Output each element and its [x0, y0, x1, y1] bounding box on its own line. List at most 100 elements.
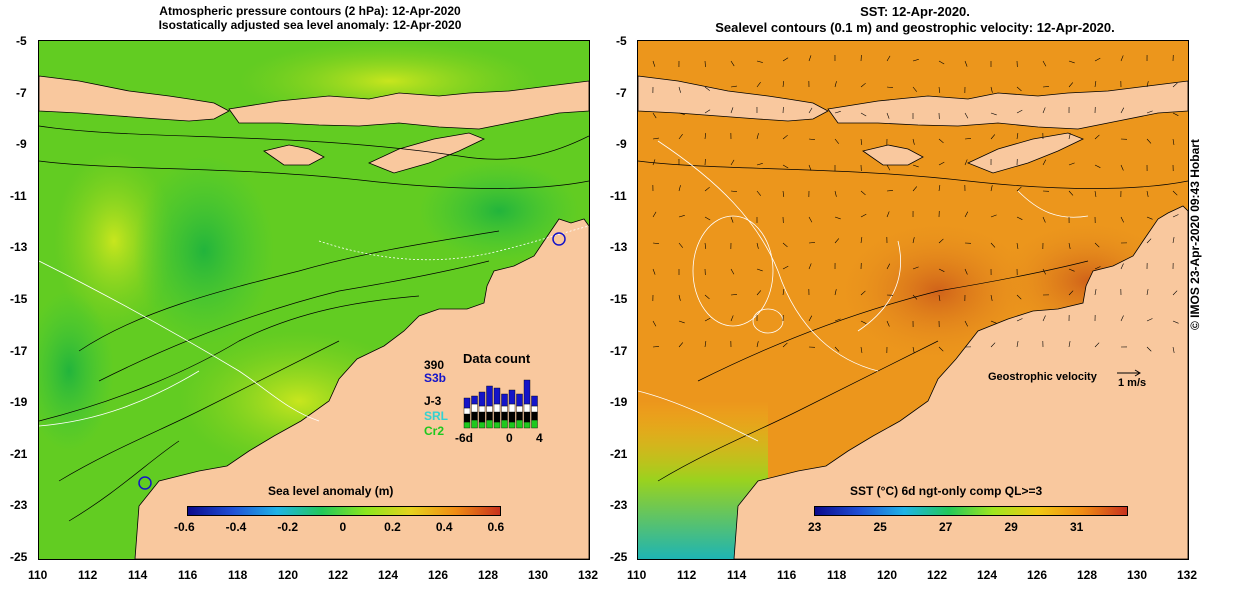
java-island	[39, 75, 230, 122]
sla-low-anomaly-east	[419, 161, 579, 261]
x-tick-label: 132	[578, 568, 599, 582]
velocity-arrow	[782, 265, 789, 270]
data-count-bar	[508, 411, 516, 423]
velocity-arrow	[652, 242, 659, 245]
data-count-bar	[471, 419, 478, 429]
velocity-arrow	[938, 138, 944, 144]
colorbar-tick-label: 27	[939, 520, 953, 534]
velocity-arrow	[808, 315, 813, 322]
velocity-arrow	[1146, 138, 1152, 144]
data-count-bar	[486, 419, 493, 429]
data-count-bar	[471, 395, 478, 405]
velocity-arrow	[1094, 164, 1101, 168]
velocity-arrow	[1016, 216, 1023, 220]
velocity-arrow	[1172, 82, 1178, 88]
velocity-arrow	[704, 109, 711, 114]
y-tick-label: -23	[610, 498, 628, 513]
data-count-bar	[516, 405, 523, 413]
velocity-arrow	[652, 346, 660, 348]
velocity-arrow	[704, 294, 710, 300]
velocity-arrow	[678, 112, 685, 115]
y-tick-label: -15	[10, 292, 28, 306]
sst-colorbar	[814, 506, 1128, 516]
velocity-arrow	[1042, 159, 1047, 166]
satellite-label: J-3	[424, 394, 442, 408]
sla-colorbar	[187, 506, 501, 516]
velocity-arrow	[782, 342, 788, 348]
x-tick-label: 116	[178, 568, 198, 582]
velocity-arrow	[912, 346, 915, 353]
velocity-arrow	[964, 320, 968, 327]
velocity-arrow	[1094, 242, 1100, 248]
sst-map	[637, 40, 1189, 560]
data-count-bar	[508, 403, 516, 413]
velocity-arrow	[1068, 162, 1075, 166]
x-tick-label: 128	[478, 568, 499, 582]
velocity-arrow	[1146, 110, 1153, 114]
velocity-arrow	[860, 190, 866, 196]
left-title-line2: Isostatically adjusted sea level anomaly…	[158, 18, 462, 32]
data-count-bar	[463, 413, 471, 423]
velocity-arrow	[1172, 190, 1178, 196]
velocity-arrow	[756, 341, 759, 348]
velocity-arrow	[938, 60, 945, 65]
data-count-bar	[478, 421, 486, 429]
y-tick-label: -25	[610, 550, 628, 564]
y-tick-label: -17	[610, 343, 628, 358]
x-tick-label: 120	[877, 568, 898, 582]
velocity-arrow	[834, 318, 841, 322]
velocity-arrow	[912, 186, 918, 192]
y-tick-label: -13	[10, 240, 28, 255]
x-tick-label: 122	[927, 568, 948, 582]
data-count-max: 390	[424, 358, 445, 372]
x-tick-label: 110	[627, 568, 647, 582]
x-tick-label: 130	[528, 568, 549, 582]
velocity-arrow	[652, 268, 656, 275]
velocity-arrow	[1094, 190, 1097, 197]
colorbar-tick-label: 29	[1004, 520, 1018, 534]
velocity-arrow	[756, 242, 759, 249]
velocity-arrow	[1172, 112, 1179, 116]
velocity-arrow	[1068, 133, 1071, 140]
velocity-arrow	[1120, 164, 1124, 171]
velocity-arrow	[964, 112, 969, 119]
velocity-arrow	[990, 294, 993, 301]
velocity-arrow	[1068, 60, 1075, 64]
colorbar-tick-label: 0.6	[487, 520, 505, 534]
velocity-arrow	[1094, 81, 1097, 88]
data-count-bar	[463, 421, 471, 429]
velocity-arrow	[782, 57, 789, 62]
marker-circle-ne	[552, 232, 566, 246]
velocity-arrow	[730, 190, 737, 193]
data-count-bar	[516, 393, 523, 407]
right-title-line1: SST: 12-Apr-2020.	[860, 4, 970, 19]
sumba-island	[263, 144, 325, 166]
x-tick-label: 118	[827, 568, 847, 582]
velocity-arrow	[1120, 315, 1124, 322]
velocity-arrow	[1120, 107, 1125, 114]
colorbar-tick-label: 0	[339, 520, 347, 534]
x-tick-label: 128	[1077, 568, 1098, 582]
data-count-bar	[463, 397, 471, 409]
velocity-arrow	[1172, 237, 1175, 244]
velocity-arrow	[912, 237, 915, 244]
sst-map-svg	[638, 41, 1188, 559]
velocity-arrow	[860, 213, 867, 218]
velocity-arrow	[678, 214, 685, 218]
velocity-arrow	[990, 214, 997, 218]
velocity-arrow	[1120, 55, 1124, 62]
velocity-arrow	[730, 85, 737, 88]
velocity-arrow	[782, 81, 785, 88]
velocity-arrow	[938, 161, 945, 166]
data-count-bar	[501, 405, 508, 413]
velocity-arrow	[1042, 86, 1050, 88]
data-count-bar	[516, 411, 523, 421]
velocity-arrow	[704, 86, 710, 91]
velocity-arrow	[1146, 318, 1153, 322]
y-tick-label: -17	[10, 343, 28, 358]
data-count-title: Data count	[463, 351, 531, 366]
data-count-bar	[531, 405, 538, 413]
velocity-arrow	[964, 138, 972, 140]
lesser-sunda-islands	[228, 80, 589, 130]
velocity-arrow	[704, 216, 711, 221]
